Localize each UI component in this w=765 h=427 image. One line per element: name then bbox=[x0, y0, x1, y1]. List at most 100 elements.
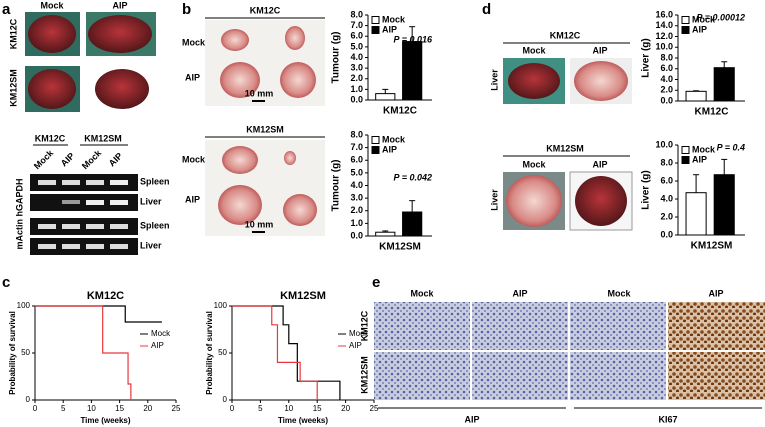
y-tick-label: 2.0 bbox=[350, 73, 363, 83]
row-label: Liver bbox=[489, 189, 499, 211]
photo bbox=[280, 62, 316, 98]
x-tick-label: KM12C bbox=[695, 107, 729, 118]
group-label: KI67 bbox=[658, 414, 677, 424]
photo bbox=[221, 29, 249, 51]
bar bbox=[375, 231, 396, 237]
legend-label: AIP bbox=[349, 341, 362, 350]
col-label: AIP bbox=[592, 45, 607, 55]
photo bbox=[28, 69, 76, 109]
y-tick-label: 100 bbox=[214, 301, 228, 310]
col-label: Mock bbox=[410, 288, 434, 298]
bar bbox=[402, 41, 423, 101]
row-label: Mock bbox=[182, 37, 206, 47]
photo-title: KM12SM bbox=[546, 143, 584, 153]
chart-title: KM12C bbox=[87, 290, 124, 302]
y-tick-label: 50 bbox=[21, 348, 30, 357]
row-label: KM12SM bbox=[8, 69, 18, 107]
y-tick-label: 6.0 bbox=[350, 31, 363, 41]
col-label: AIP bbox=[708, 288, 723, 298]
legend-swatch bbox=[681, 146, 690, 154]
x-tick-label: 20 bbox=[341, 404, 350, 413]
photo bbox=[222, 146, 258, 174]
scale-label: 10 mm bbox=[245, 88, 274, 98]
legend-label: Mock bbox=[349, 329, 369, 338]
gel-row: Spleen bbox=[140, 220, 170, 230]
photo bbox=[218, 185, 262, 225]
legend-label: Mock bbox=[382, 134, 406, 144]
col-label: AIP bbox=[112, 0, 127, 10]
x-tick-label: KM12C bbox=[383, 106, 417, 117]
y-tick-label: 14.0 bbox=[655, 20, 673, 30]
legend-swatch bbox=[371, 16, 380, 24]
y-axis-label: Liver (g) bbox=[641, 170, 652, 209]
y-tick-label: 8.0 bbox=[660, 52, 673, 62]
x-tick-label: KM12SM bbox=[379, 242, 421, 253]
gel bbox=[30, 174, 138, 255]
gel-axis: mActin hGAPDH bbox=[14, 178, 24, 249]
survival-curve bbox=[232, 305, 341, 400]
x-tick-label: 25 bbox=[172, 404, 181, 413]
legend-swatch bbox=[371, 146, 380, 154]
y-tick-label: 2.0 bbox=[350, 205, 363, 215]
y-tick-label: 6.0 bbox=[350, 155, 363, 165]
y-tick-label: 6.0 bbox=[660, 63, 673, 73]
y-axis-label: Liver (g) bbox=[641, 38, 652, 77]
scale-label: 10 mm bbox=[245, 219, 274, 229]
x-tick-label: 25 bbox=[370, 404, 379, 413]
x-tick-label: 5 bbox=[61, 404, 66, 413]
photo bbox=[284, 151, 296, 165]
y-tick-label: 4.0 bbox=[660, 74, 673, 84]
y-tick-label: 1.0 bbox=[350, 84, 363, 94]
panel-letter: d bbox=[482, 1, 491, 18]
gel-lane: AIP bbox=[59, 151, 77, 169]
legend-swatch bbox=[681, 16, 690, 24]
legend-label: Mock bbox=[692, 144, 716, 154]
x-tick-label: 15 bbox=[313, 404, 322, 413]
x-tick-label: 15 bbox=[115, 404, 124, 413]
col-label: AIP bbox=[512, 288, 527, 298]
y-tick-label: 100 bbox=[17, 301, 31, 310]
y-tick-label: 10.0 bbox=[655, 42, 673, 52]
y-tick-label: 6.0 bbox=[660, 175, 673, 185]
y-tick-label: 0.0 bbox=[350, 230, 363, 240]
legend-label: Mock bbox=[151, 329, 171, 338]
panel-letter: a bbox=[2, 1, 11, 18]
chart-title: KM12SM bbox=[280, 290, 326, 302]
row-label: Liver bbox=[489, 69, 499, 91]
panel-letter: e bbox=[372, 274, 380, 291]
annotation: P = 0.00012 bbox=[697, 12, 745, 22]
bar bbox=[685, 192, 707, 236]
y-tick-label: 8.0 bbox=[350, 129, 363, 139]
photo bbox=[283, 194, 317, 226]
y-tick-label: 5.0 bbox=[350, 41, 363, 51]
y-tick-label: 16.0 bbox=[655, 9, 673, 19]
y-axis-label: Probability of survival bbox=[205, 311, 214, 395]
ihc-grid bbox=[374, 302, 765, 400]
y-tick-label: 50 bbox=[218, 348, 227, 357]
photo bbox=[575, 176, 627, 226]
bar bbox=[402, 211, 423, 237]
photo bbox=[508, 63, 560, 99]
x-tick-label: 20 bbox=[143, 404, 152, 413]
group-label: AIP bbox=[464, 414, 479, 424]
row-label: AIP bbox=[185, 72, 200, 82]
y-tick-label: 8.0 bbox=[350, 9, 363, 19]
photo bbox=[220, 62, 260, 98]
y-tick-label: 10.0 bbox=[655, 139, 673, 149]
legend-label: AIP bbox=[151, 341, 164, 350]
annotation: P = 0.4 bbox=[717, 142, 745, 152]
gel-lane: Mock bbox=[80, 147, 104, 171]
gel-lane: Mock bbox=[32, 147, 56, 171]
y-tick-label: 4.0 bbox=[350, 180, 363, 190]
x-tick-label: 0 bbox=[230, 404, 235, 413]
x-tick-label: 10 bbox=[284, 404, 293, 413]
y-tick-label: 12.0 bbox=[655, 31, 673, 41]
photo-title: KM12C bbox=[550, 30, 581, 40]
y-tick-label: 0.0 bbox=[660, 229, 673, 239]
y-tick-label: 5.0 bbox=[350, 167, 363, 177]
y-tick-label: 4.0 bbox=[350, 52, 363, 62]
row-label: KM12SM bbox=[359, 356, 369, 394]
photo bbox=[574, 61, 628, 101]
y-tick-label: 0.0 bbox=[660, 95, 673, 105]
panel-letter: b bbox=[182, 1, 191, 18]
